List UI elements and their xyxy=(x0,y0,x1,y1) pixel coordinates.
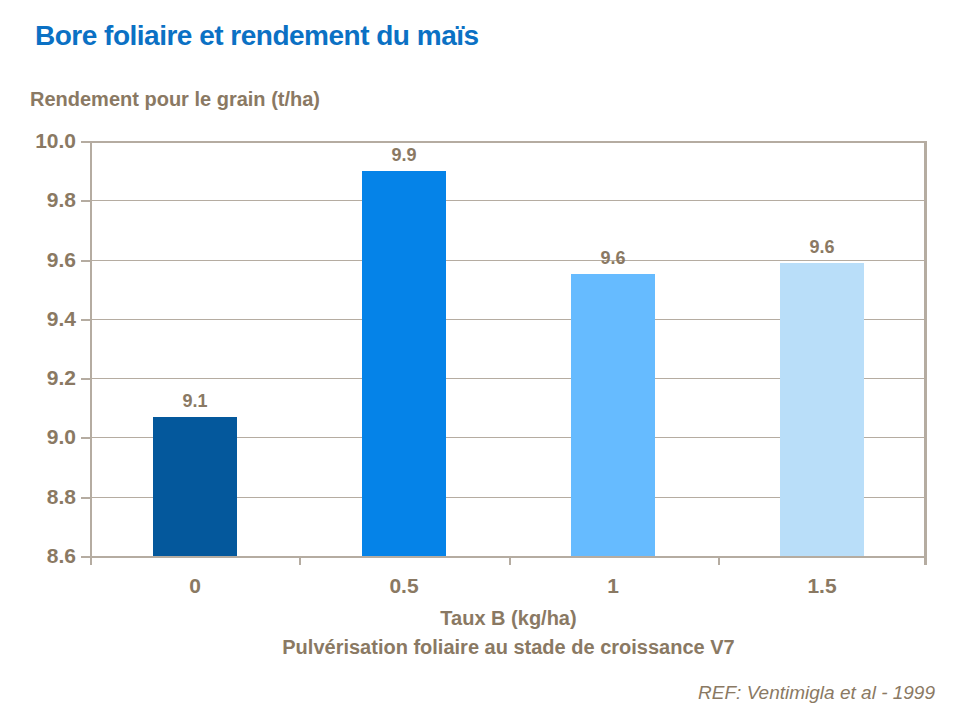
x-tick-label: 1 xyxy=(543,574,683,598)
y-axis-tick xyxy=(81,260,90,262)
bar-value-label: 9.1 xyxy=(153,391,237,412)
y-tick-label: 8.8 xyxy=(14,484,76,510)
y-tick-label: 9.4 xyxy=(14,306,76,332)
slide: Bore foliaire et rendement du maïs Rende… xyxy=(0,0,960,720)
y-axis-tick xyxy=(81,556,90,558)
x-tick-label: 1.5 xyxy=(752,574,892,598)
y-axis-tick xyxy=(81,497,90,499)
bar xyxy=(153,417,237,556)
y-axis-tick xyxy=(81,378,90,380)
y-axis-tick xyxy=(81,200,90,202)
y-axis-title: Rendement pour le grain (t/ha) xyxy=(30,88,320,111)
x-axis-tick xyxy=(509,558,511,565)
y-axis-tick xyxy=(81,141,90,143)
x-tick-label: 0 xyxy=(125,574,265,598)
plot-area: 10.09.89.69.49.29.08.88.69.109.90.59.619… xyxy=(90,141,927,558)
bar xyxy=(362,171,446,556)
plot-right-border xyxy=(924,141,927,565)
x-axis-title: Taux B (kg/ha) xyxy=(90,607,927,630)
bar xyxy=(571,274,655,556)
x-axis-tick xyxy=(299,558,301,565)
y-tick-label: 9.2 xyxy=(14,365,76,391)
y-tick-label: 9.8 xyxy=(14,187,76,213)
x-axis-tick xyxy=(718,558,720,565)
y-tick-label: 8.6 xyxy=(14,543,76,569)
y-tick-label: 10.0 xyxy=(14,128,76,154)
bar xyxy=(780,263,864,556)
y-tick-label: 9.6 xyxy=(14,247,76,273)
y-axis-line xyxy=(90,141,92,565)
gridline xyxy=(90,260,927,261)
y-axis-tick xyxy=(81,319,90,321)
bar-value-label: 9.6 xyxy=(780,237,864,258)
reference-text: REF: Ventimigla et al - 1999 xyxy=(698,682,935,704)
y-axis-tick xyxy=(81,437,90,439)
x-tick-label: 0.5 xyxy=(334,574,474,598)
bar-value-label: 9.9 xyxy=(362,145,446,166)
bar-value-label: 9.6 xyxy=(571,248,655,269)
x-axis-tick xyxy=(925,558,927,565)
plot-top-border xyxy=(90,141,927,143)
x-axis-subtitle: Pulvérisation foliaire au stade de crois… xyxy=(90,636,927,659)
chart-title: Bore foliaire et rendement du maïs xyxy=(35,20,479,52)
gridline xyxy=(90,200,927,201)
y-tick-label: 9.0 xyxy=(14,424,76,450)
x-axis-tick xyxy=(90,558,92,565)
